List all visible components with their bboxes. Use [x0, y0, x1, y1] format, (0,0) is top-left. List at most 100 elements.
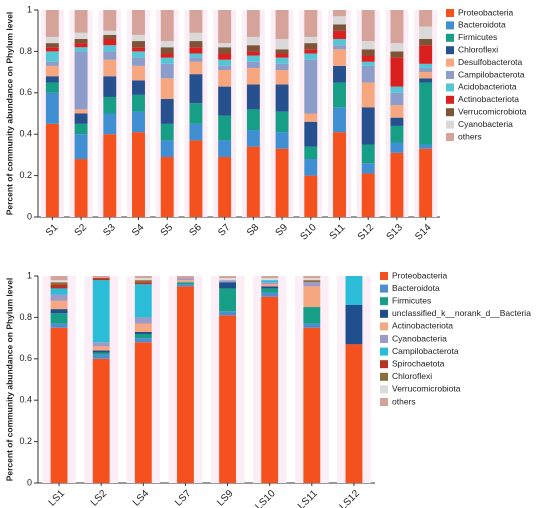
bar-segment — [134, 342, 152, 483]
bar-segment — [390, 57, 404, 87]
bar-segment — [103, 45, 117, 52]
bar-segment — [275, 84, 289, 112]
bar-segment — [50, 284, 68, 289]
bar-segment — [218, 140, 232, 157]
bar-segment — [160, 47, 174, 54]
legend-swatch — [380, 385, 388, 394]
bar-segment — [361, 41, 375, 50]
bar-segment — [246, 10, 260, 37]
bar-segment — [246, 130, 260, 147]
bar-segment — [304, 53, 318, 60]
legend-label: Cyanobacteria — [392, 333, 447, 343]
bar-segment — [189, 41, 203, 48]
bar-segment — [160, 41, 174, 48]
bar-segment — [304, 43, 318, 50]
bar-segment — [261, 278, 279, 281]
bar-segment — [304, 59, 318, 114]
bar-segment — [103, 113, 117, 135]
x-tick-label: S5 — [159, 222, 176, 239]
bar-segment — [218, 10, 232, 44]
bar-segment — [177, 280, 194, 283]
bar-segment — [218, 65, 232, 71]
bar-segment — [419, 10, 433, 27]
legend-swatch — [380, 322, 388, 331]
bar-segment — [361, 163, 375, 174]
bar-segment — [333, 107, 346, 133]
bar-segment — [189, 61, 203, 75]
bar-segment — [132, 65, 145, 81]
bar-segment — [160, 99, 174, 124]
legend-swatch — [446, 83, 454, 92]
bar-segment — [132, 57, 145, 66]
bar-segment — [261, 288, 279, 293]
bar-segment — [134, 282, 152, 285]
bar-segment — [189, 53, 203, 58]
x-tick-label: S13 — [385, 222, 406, 243]
legend-label: Bacteroidota — [458, 20, 506, 30]
bar-segment — [103, 30, 117, 35]
legend-label: unclassified_k__norank_d__Bacteria — [392, 308, 531, 318]
y-tick-label: 1 — [27, 270, 32, 280]
bar-segment — [92, 280, 110, 343]
bar-segment — [177, 284, 194, 287]
bar-segment — [333, 30, 346, 39]
bar-segment — [134, 278, 152, 281]
bar-segment — [333, 82, 346, 108]
bar-segment — [261, 286, 279, 289]
bar-segment — [303, 286, 321, 308]
bar-segment — [45, 47, 59, 52]
bar-segment — [246, 61, 260, 68]
bar-segment — [134, 323, 152, 332]
bar-segment — [189, 123, 203, 141]
bar-segment — [160, 10, 174, 42]
bar-segment — [134, 317, 152, 324]
bar-segment — [189, 74, 203, 104]
bar-segment — [50, 282, 68, 285]
x-tick-label: LS12 — [338, 488, 363, 508]
bar-segment — [275, 53, 289, 58]
y-tick-label: 0.4 — [19, 395, 32, 405]
bar-segment — [390, 105, 404, 118]
x-tick-label: S14 — [413, 222, 434, 243]
bar-segment — [218, 70, 232, 87]
bar-segment — [390, 142, 404, 153]
legend-label: Campilobacterota — [458, 69, 525, 79]
bar-segment — [303, 307, 321, 324]
bar-segment — [50, 309, 68, 314]
legend-swatch — [446, 46, 454, 55]
bar-segment — [304, 10, 318, 37]
bar-segment — [275, 148, 289, 217]
x-tick-label: LS1 — [47, 488, 68, 508]
legend-swatch — [446, 133, 454, 141]
x-tick-label: S7 — [216, 222, 233, 239]
bar-segment — [303, 323, 321, 328]
bar-segment — [74, 43, 88, 48]
x-tick-label: S6 — [187, 222, 204, 239]
bar-segment — [246, 36, 260, 46]
bar-segment — [218, 53, 232, 60]
bar-segment — [134, 331, 152, 334]
bar-segment — [390, 125, 404, 143]
x-tick-label: S8 — [245, 222, 262, 239]
bar-segment — [50, 288, 68, 295]
legend-swatch — [380, 347, 388, 356]
legend-label: Verrucomicrobiota — [458, 106, 527, 116]
bar-segment — [333, 65, 346, 83]
bar-segment — [189, 140, 203, 217]
bar-segment — [246, 51, 260, 56]
legend-label: others — [392, 396, 416, 406]
x-tick-label: LS9 — [215, 488, 236, 508]
bar-segment — [361, 82, 375, 108]
bar-segment — [419, 26, 433, 39]
bar-segment — [345, 304, 363, 345]
bar-segment — [50, 294, 68, 301]
bar-segment — [246, 146, 260, 217]
bar-segment — [92, 342, 110, 347]
legend-label: Bacteroidota — [392, 283, 440, 293]
legend-label: Campilobacterota — [392, 346, 459, 356]
x-tick-label: S1 — [44, 222, 61, 239]
bar-segment — [134, 276, 152, 279]
bar-segment — [361, 144, 375, 164]
bar-segment — [177, 278, 194, 281]
bar-segment — [132, 94, 145, 112]
